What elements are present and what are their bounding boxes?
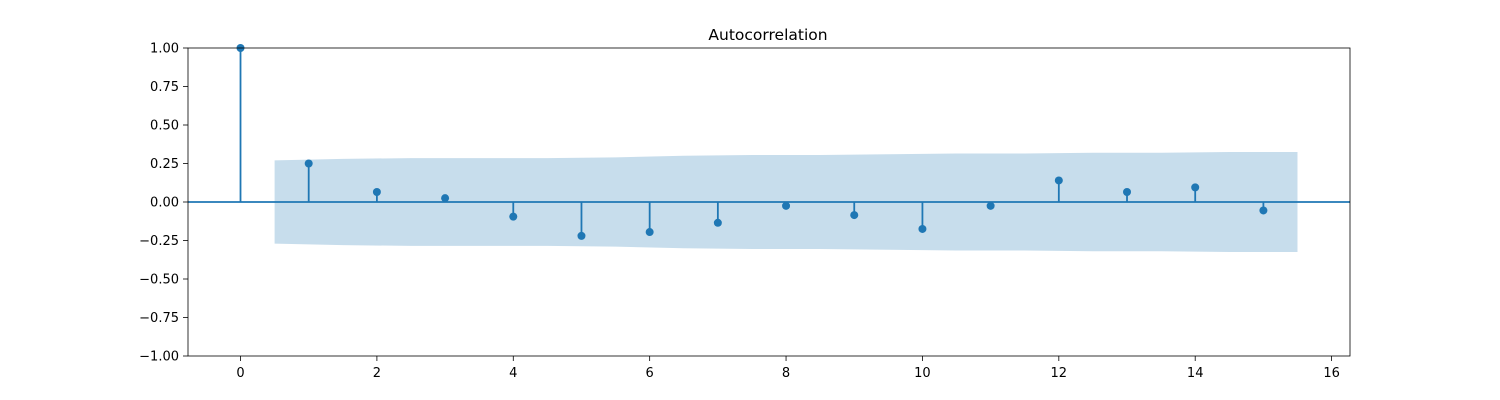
acf-marker-lag-12 [1054, 176, 1063, 185]
x-tick-label: 8 [782, 366, 790, 381]
markers-layer [236, 44, 1268, 240]
acf-marker-lag-1 [304, 159, 313, 168]
acf-marker-lag-13 [1123, 187, 1132, 196]
x-tick-label: 0 [236, 366, 244, 381]
y-tick-label: 0.50 [150, 119, 179, 134]
chart-title: Autocorrelation [708, 26, 827, 44]
x-tick-label: 2 [373, 366, 381, 381]
acf-marker-lag-8 [782, 201, 791, 210]
acf-marker-lag-14 [1191, 183, 1200, 192]
x-tick-label: 10 [914, 366, 931, 381]
y-tick-label: −1.00 [139, 350, 179, 365]
x-tick-label: 4 [509, 366, 517, 381]
acf-marker-lag-11 [986, 201, 995, 210]
y-tick-label: −0.75 [139, 311, 179, 326]
x-axis-ticks: 0 2 4 6 8 10 12 14 16 [236, 356, 1340, 381]
y-tick-label: 0.25 [150, 157, 179, 172]
acf-marker-lag-5 [577, 231, 586, 240]
acf-marker-lag-15 [1259, 206, 1268, 215]
x-tick-label: 6 [646, 366, 654, 381]
y-tick-label: 1.00 [150, 42, 179, 57]
x-tick-label: 12 [1051, 366, 1068, 381]
acf-marker-lag-2 [372, 187, 381, 196]
x-tick-label: 16 [1323, 366, 1340, 381]
y-tick-label: −0.25 [139, 234, 179, 249]
acf-marker-lag-9 [850, 211, 859, 220]
acf-marker-lag-7 [713, 218, 722, 227]
y-axis-ticks: −1.00 −0.75 −0.50 −0.25 0.00 0.25 0.50 0.75 1.00 [139, 42, 188, 365]
y-tick-label: −0.50 [139, 273, 179, 288]
acf-marker-lag-10 [918, 224, 927, 233]
acf-marker-lag-6 [645, 228, 654, 237]
y-tick-label: 0.75 [150, 80, 179, 95]
x-tick-label: 14 [1187, 366, 1204, 381]
acf-marker-lag-4 [509, 212, 518, 221]
acf-marker-lag-3 [441, 194, 450, 203]
y-tick-label: 0.00 [150, 196, 179, 211]
